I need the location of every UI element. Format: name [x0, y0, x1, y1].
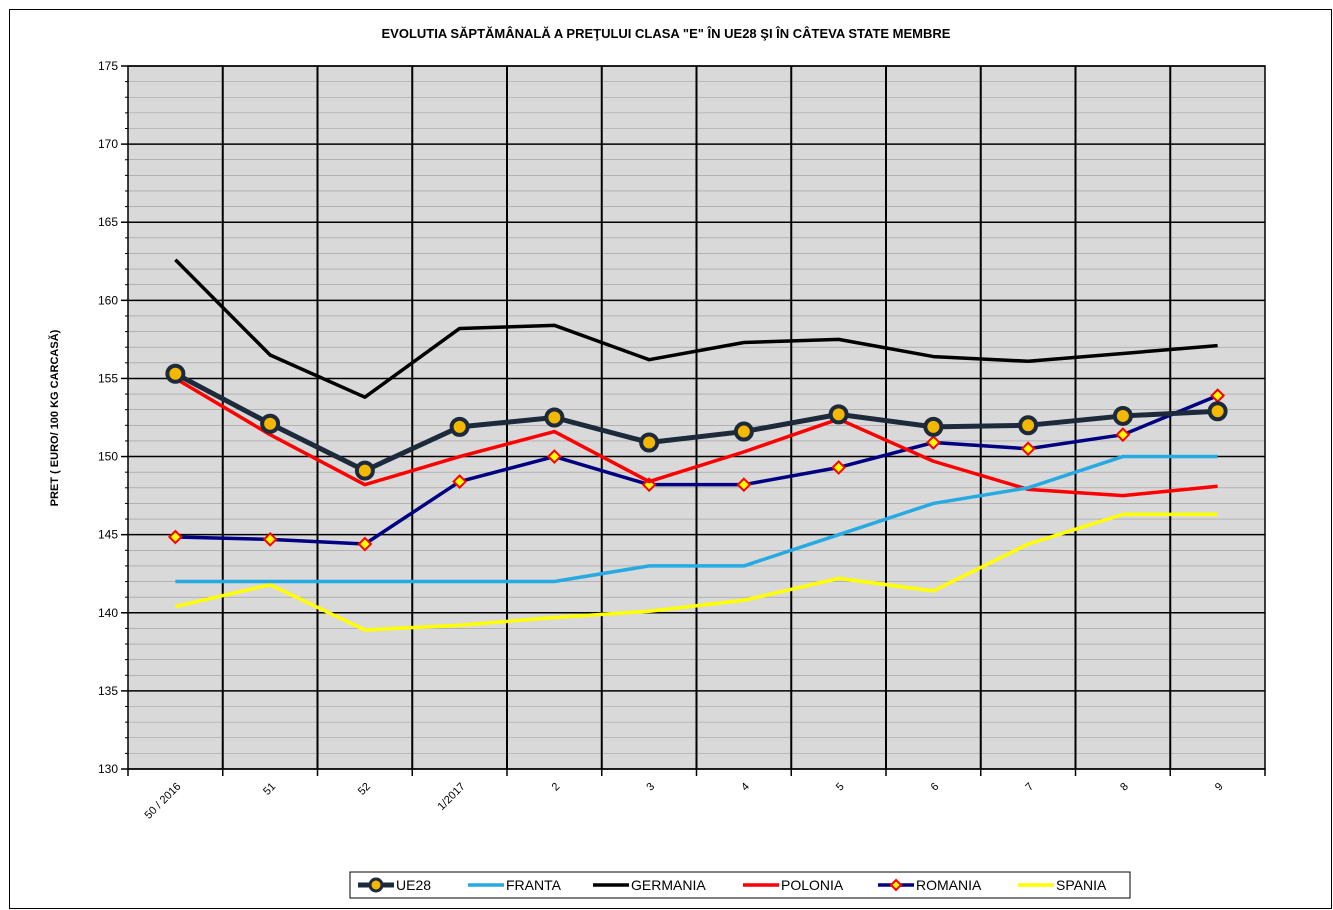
series: [175, 454, 1218, 584]
point-marker: [733, 421, 754, 442]
y-tick-label: 155: [98, 371, 118, 385]
point-marker: [1115, 427, 1131, 443]
chart-title: EVOLUTIA SĂPTĂMÂNALĂ A PREŢULUI CLASA "E…: [382, 26, 951, 41]
point-marker: [449, 416, 470, 437]
legend-label: SPANIA: [1056, 877, 1107, 893]
point-marker: [452, 474, 468, 489]
point-marker: [1112, 405, 1133, 426]
series: [174, 376, 1218, 498]
y-tick-label: 165: [98, 215, 118, 229]
y-tick-label: 160: [98, 293, 118, 307]
y-tick-label: 170: [98, 137, 118, 151]
legend-marker: [889, 878, 903, 892]
point-marker: [546, 449, 562, 464]
legend-label: GERMANIA: [631, 877, 706, 893]
y-tick-label: 130: [98, 762, 118, 776]
series: [165, 363, 1228, 481]
legend-marker: [368, 877, 384, 893]
legend-label: ROMANIA: [916, 877, 982, 893]
point-marker: [1207, 401, 1228, 422]
point-marker: [736, 477, 752, 493]
y-axis-label: PRET ( EURO/ 100 KG CARCASĂ): [48, 329, 61, 506]
y-tick-label: 145: [98, 528, 118, 542]
legend-label: UE28: [396, 877, 431, 893]
y-tick-label: 175: [98, 59, 118, 73]
point-marker: [1020, 441, 1036, 457]
y-tick-label: 140: [98, 606, 118, 620]
point-marker: [639, 432, 660, 453]
point-marker: [831, 460, 847, 475]
series-line: [174, 371, 1218, 474]
point-marker: [1018, 415, 1039, 436]
point-marker: [167, 529, 183, 545]
point-marker: [262, 531, 278, 547]
series: [174, 512, 1218, 632]
point-marker: [357, 536, 373, 552]
legend-label: POLONIA: [781, 877, 844, 893]
point-marker: [828, 404, 849, 425]
series-line: [174, 512, 1218, 632]
point-marker: [925, 435, 941, 450]
series-line: [174, 258, 1218, 399]
legend: UE28 FRANTA GERMANIA POLONIA ROMANIA SPANIA: [349, 871, 1131, 899]
plot-border: [127, 65, 1266, 770]
point-marker: [354, 460, 375, 481]
point-marker: [544, 407, 565, 428]
series-line: [174, 376, 1218, 498]
y-tick-label: 135: [98, 684, 118, 698]
series-line: [175, 394, 1219, 546]
point-marker: [165, 363, 186, 384]
series: [174, 258, 1218, 399]
point-marker: [260, 413, 281, 434]
y-tick-label: 150: [98, 450, 118, 464]
series-line: [175, 454, 1218, 584]
point-marker: [923, 416, 944, 437]
legend-label: FRANTA: [506, 877, 562, 893]
legend-box: [349, 871, 1131, 899]
